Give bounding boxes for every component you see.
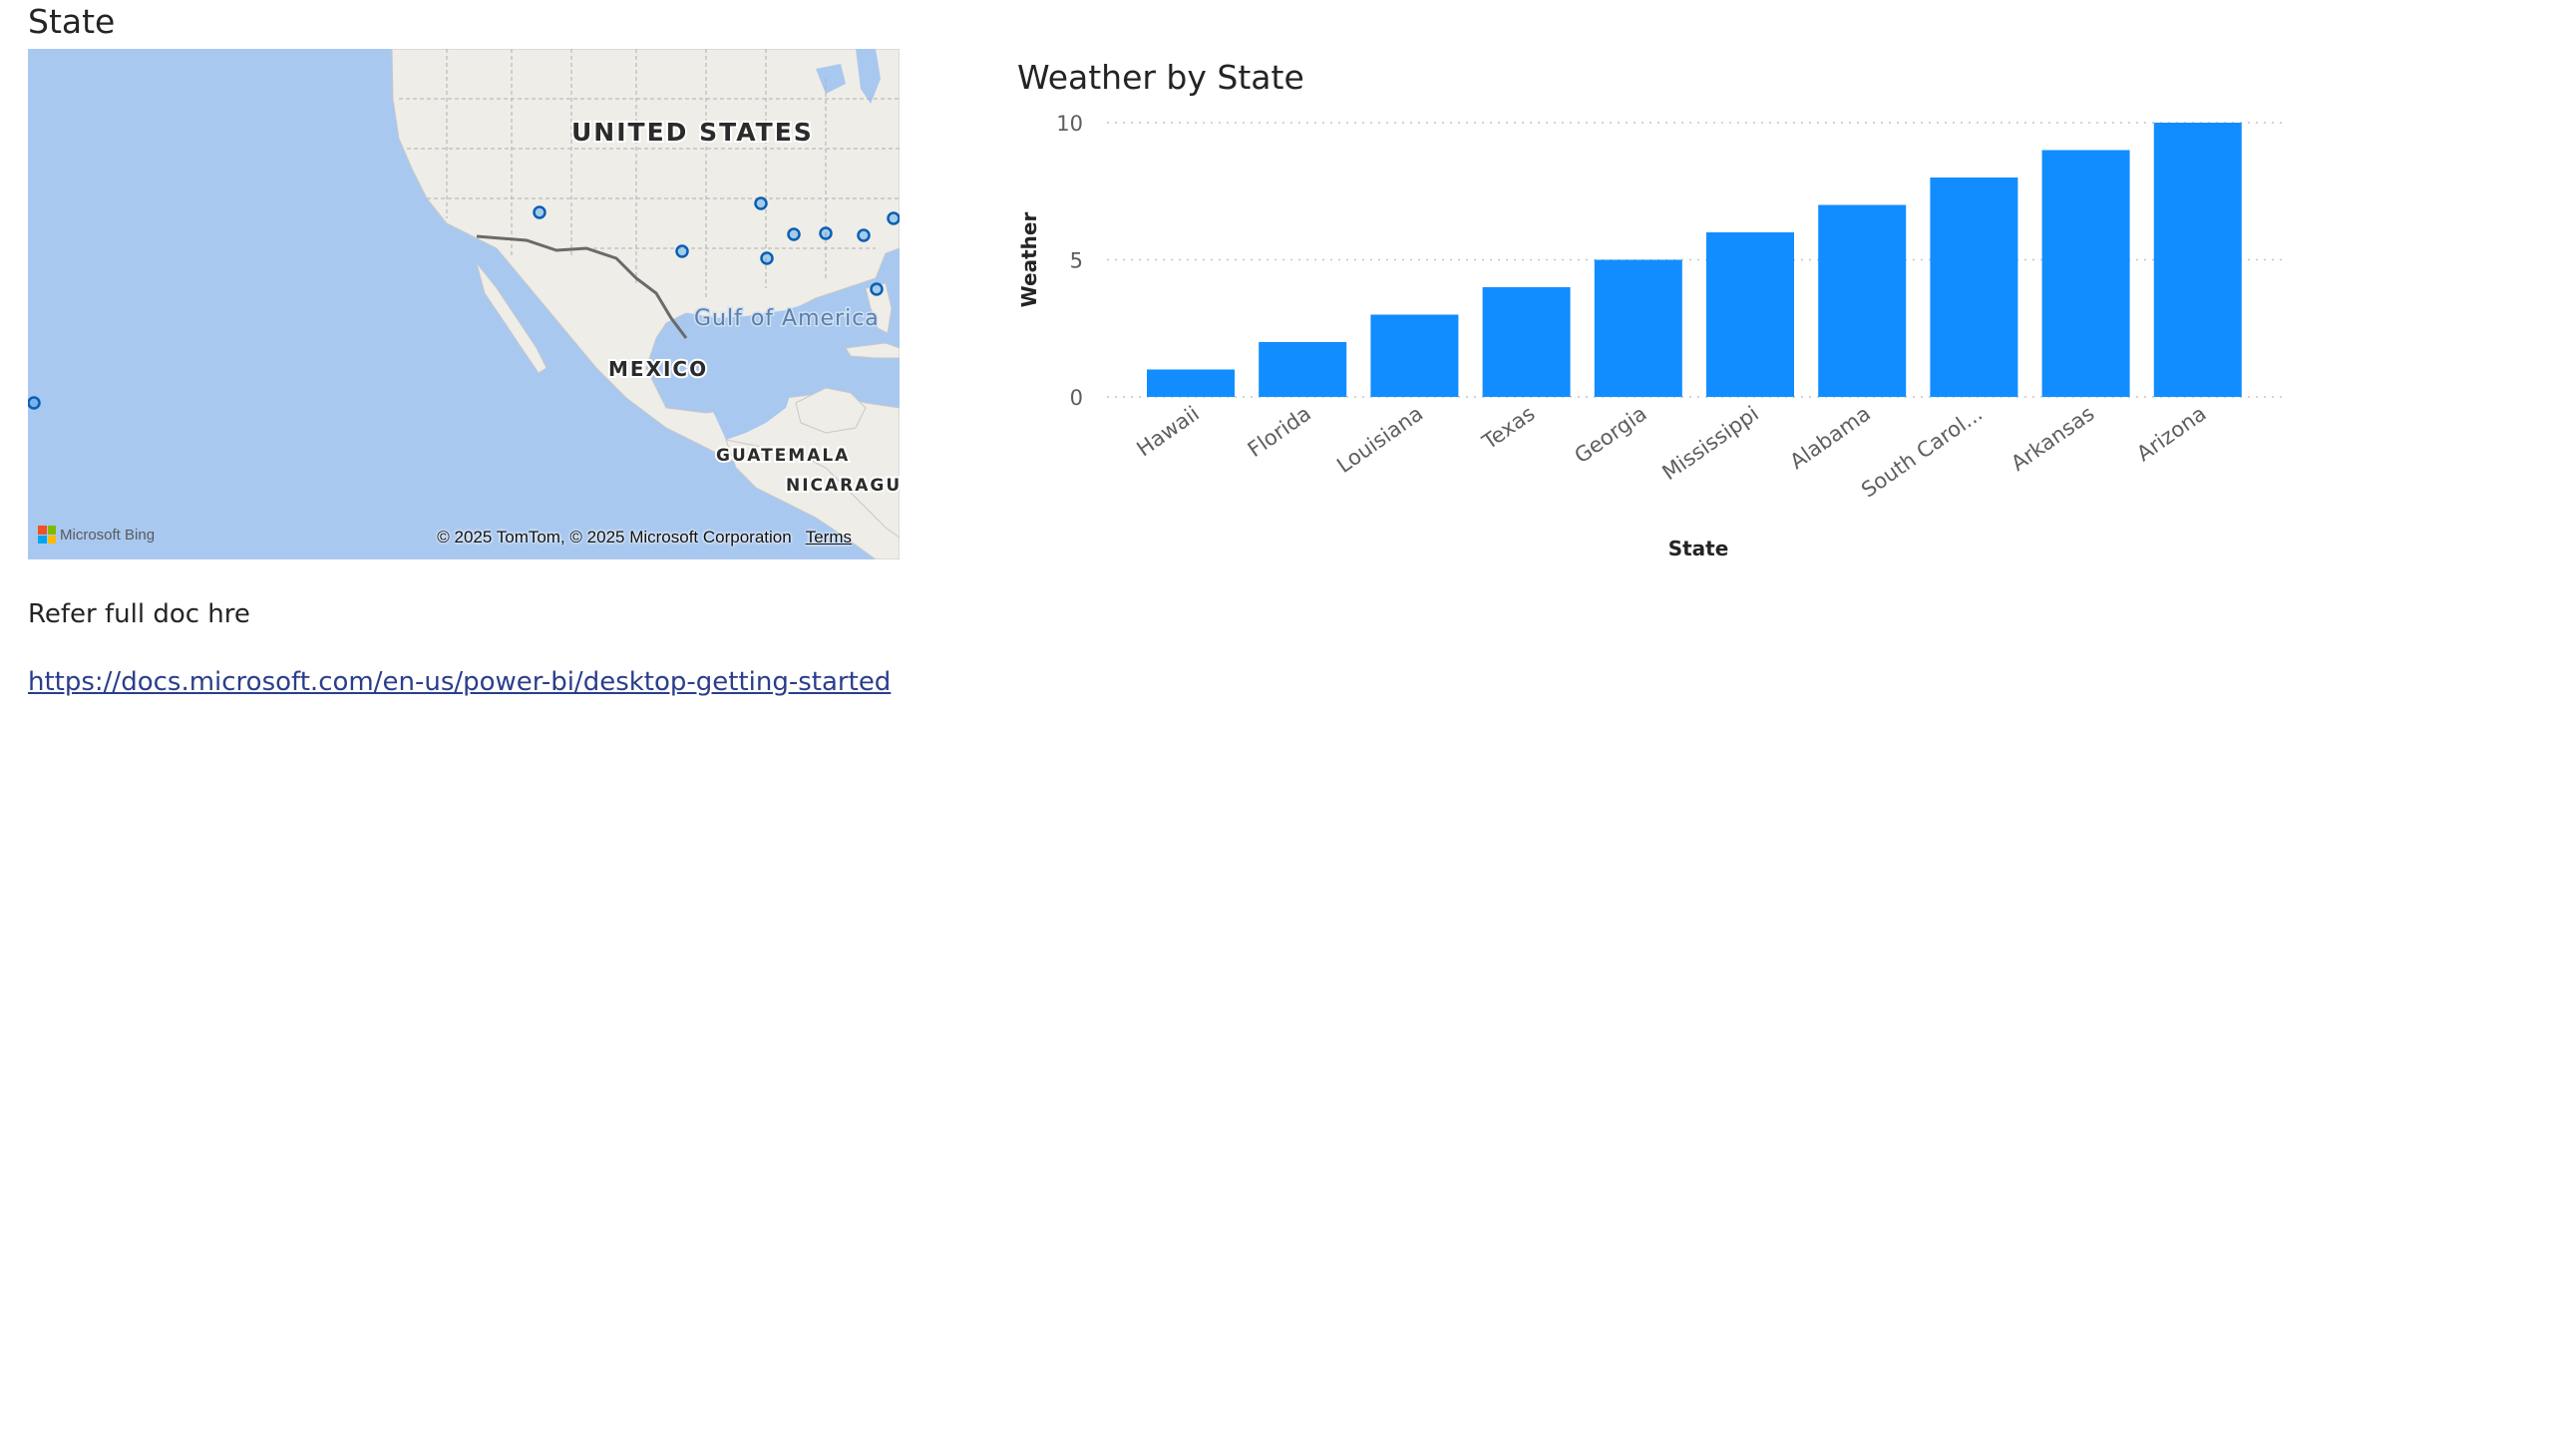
bar[interactable] [2153, 123, 2242, 397]
map-canvas[interactable]: UNITED STATES Gulf of America MEXICO GUA… [28, 49, 900, 559]
map-point-mississippi[interactable] [787, 227, 801, 241]
docs-link[interactable]: https://docs.microsoft.com/en-us/power-b… [28, 667, 892, 697]
map-visual[interactable]: UNITED STATES Gulf of America MEXICO GUA… [28, 49, 900, 559]
map-point-alabama[interactable] [819, 226, 833, 240]
land-cuba [845, 342, 900, 359]
bar[interactable] [1706, 232, 1794, 397]
map-point-texas[interactable] [675, 244, 689, 258]
map-point-hawaii[interactable] [28, 396, 41, 410]
chart-title: Weather by State [1017, 58, 1304, 97]
map-label-united-states: UNITED STATES [571, 118, 814, 147]
x-tick-label: South Carol... [1857, 401, 1987, 502]
microsoft-logo-icon [38, 526, 56, 544]
map-point-south-carolina[interactable] [887, 211, 900, 225]
bar[interactable] [1259, 342, 1347, 397]
x-tick-label: Georgia [1570, 401, 1650, 468]
x-tick-label: Texas [1477, 401, 1539, 455]
bing-logo-text: Microsoft Bing [60, 526, 156, 544]
bar[interactable] [1930, 178, 2018, 397]
x-axis-title: State [1668, 537, 1729, 560]
map-point-georgia[interactable] [857, 228, 871, 242]
map-point-arkansas[interactable] [754, 196, 768, 210]
map-point-louisiana[interactable] [760, 251, 774, 265]
map-point-arizona[interactable] [533, 205, 547, 219]
x-tick-label: Florida [1244, 401, 1315, 462]
bar[interactable] [1482, 287, 1571, 397]
bar[interactable] [1147, 369, 1235, 398]
x-tick-label: Alabama [1785, 401, 1875, 474]
map-attribution: © 2025 TomTom, © 2025 Microsoft Corporat… [437, 528, 852, 547]
x-tick-label: Louisiana [1332, 401, 1427, 478]
map-title: State [28, 2, 116, 41]
y-tick-label: 10 [1056, 112, 1083, 136]
x-tick-label: Mississippi [1657, 401, 1762, 485]
bar[interactable] [1818, 204, 1907, 398]
bar[interactable] [1370, 314, 1459, 398]
y-tick-label: 5 [1070, 249, 1083, 273]
land-baja [476, 262, 547, 374]
land-florida [865, 282, 893, 334]
map-points[interactable] [28, 196, 900, 410]
map-label-gulf: Gulf of America [694, 306, 880, 331]
terms-link[interactable]: Terms [805, 528, 852, 546]
bing-logo: Microsoft Bing [38, 526, 155, 544]
bar[interactable] [2041, 150, 2130, 398]
attribution-text: © 2025 TomTom, © 2025 Microsoft Corporat… [437, 528, 792, 546]
state-borders [399, 49, 900, 298]
map-label-guatemala: GUATEMALA [716, 446, 850, 466]
x-tick-label: Arizona [2132, 401, 2210, 466]
land-yucatan [795, 387, 867, 434]
map-label-mexico: MEXICO [608, 357, 708, 381]
text-box-line: Refer full doc hre [28, 599, 250, 629]
x-tick-label: Arkansas [2006, 401, 2098, 476]
land-central-america [725, 439, 900, 559]
great-lakes [816, 49, 881, 104]
x-tick-label: Hawaii [1132, 401, 1203, 461]
us-mexico-border [476, 234, 688, 339]
map-label-nicaragua: NICARAGU [786, 476, 900, 496]
gulf-water [666, 288, 886, 440]
y-tick-label: 0 [1070, 386, 1083, 410]
text-box: Refer full doc hre https://docs.microsof… [28, 596, 925, 700]
y-axis-title: Weather [1017, 212, 1041, 308]
bar[interactable] [1594, 259, 1682, 398]
map-point-florida[interactable] [870, 282, 884, 296]
bar-chart[interactable]: 0 5 10 Weather Hawaii Florida Louisiana Texas Ge… [997, 100, 2294, 568]
